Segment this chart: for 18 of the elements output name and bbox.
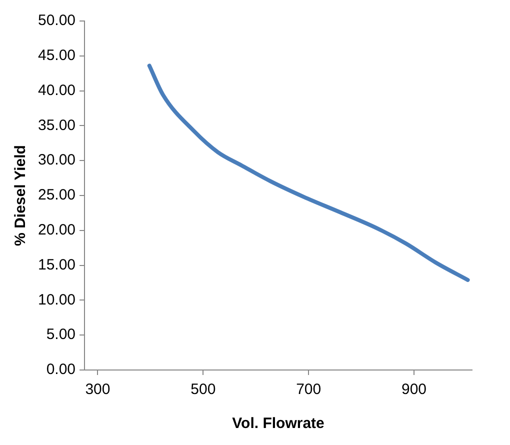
x-tick-label: 700 xyxy=(296,381,322,398)
line-series xyxy=(147,64,470,282)
y-tick-label: 10.00 xyxy=(38,291,76,308)
y-tick-label: 5.00 xyxy=(46,326,76,344)
x-axis-title: Vol. Flowrate xyxy=(232,415,324,432)
y-tick-label: 15.00 xyxy=(38,256,76,274)
y-axis-title: % Diesel Yield xyxy=(12,145,30,246)
x-tick-label: 900 xyxy=(401,381,427,398)
y-tick-label: 0.00 xyxy=(46,361,76,378)
y-tick-label: 50.00 xyxy=(38,12,76,30)
y-tick-label: 40.00 xyxy=(38,82,76,99)
y-tick-label: 25.00 xyxy=(38,186,76,204)
y-tick-label: 20.00 xyxy=(38,222,76,239)
x-tick-label: 300 xyxy=(85,381,110,398)
y-tick-label: 30.00 xyxy=(38,152,76,169)
y-tick-label: 45.00 xyxy=(38,47,76,64)
y-tick-label: 35.00 xyxy=(38,116,76,134)
x-tick-label: 500 xyxy=(190,381,216,398)
